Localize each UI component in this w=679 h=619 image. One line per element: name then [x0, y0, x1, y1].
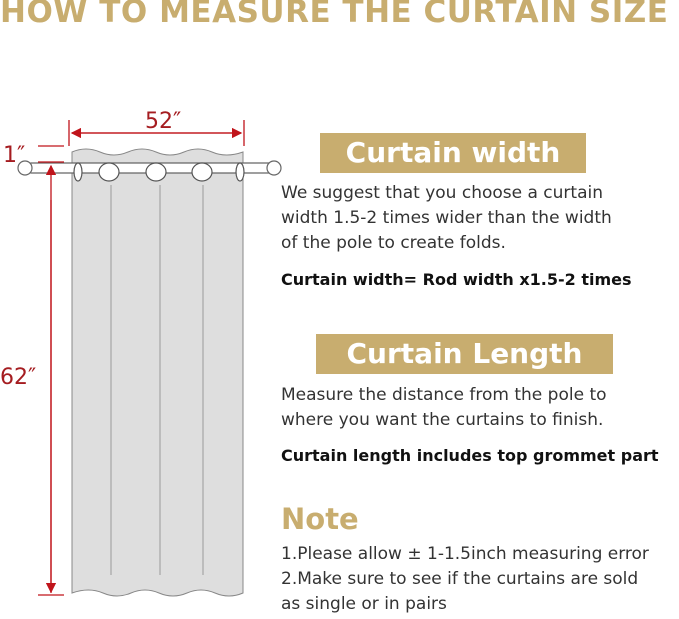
length-text: Measure the distance from the pole to wh…: [281, 383, 607, 433]
width-text: We suggest that you choose a curtain wid…: [281, 181, 612, 256]
width-formula: Curtain width= Rod width x1.5-2 times: [281, 270, 632, 289]
width-value: 52″: [145, 109, 181, 134]
page-title: HOW TO MEASURE THE CURTAIN SIZE: [0, 0, 669, 30]
width-line: We suggest that you choose a curtain: [281, 183, 603, 203]
note-line: 2.Make sure to see if the curtains are s…: [281, 569, 639, 589]
curtain-diagram: 52″ 1″ 62″: [0, 109, 282, 597]
height-value: 62″: [0, 365, 36, 390]
width-line: of the pole to create folds.: [281, 233, 506, 253]
note-text: 1.Please allow ± 1-1.5inch measuring err…: [281, 542, 649, 617]
fold-lines: [110, 185, 204, 575]
length-line: where you want the curtains to finish.: [281, 410, 604, 430]
width-line: width 1.5-2 times wider than the width: [281, 208, 612, 228]
width-dimension: [68, 120, 245, 146]
note-line: 1.Please allow ± 1-1.5inch measuring err…: [281, 544, 649, 564]
curtain-panel: [71, 148, 244, 597]
curtain-length-banner: Curtain Length: [316, 334, 613, 374]
note-heading: Note: [281, 502, 359, 536]
curtain-width-banner: Curtain width: [320, 133, 586, 173]
length-line: Measure the distance from the pole to: [281, 385, 607, 405]
note-line: as single or in pairs: [281, 594, 447, 614]
grommet-value: 1″: [3, 143, 25, 168]
height-dimension: [38, 145, 64, 596]
length-formula: Curtain length includes top grommet part: [281, 446, 659, 465]
grommets: [73, 162, 245, 182]
